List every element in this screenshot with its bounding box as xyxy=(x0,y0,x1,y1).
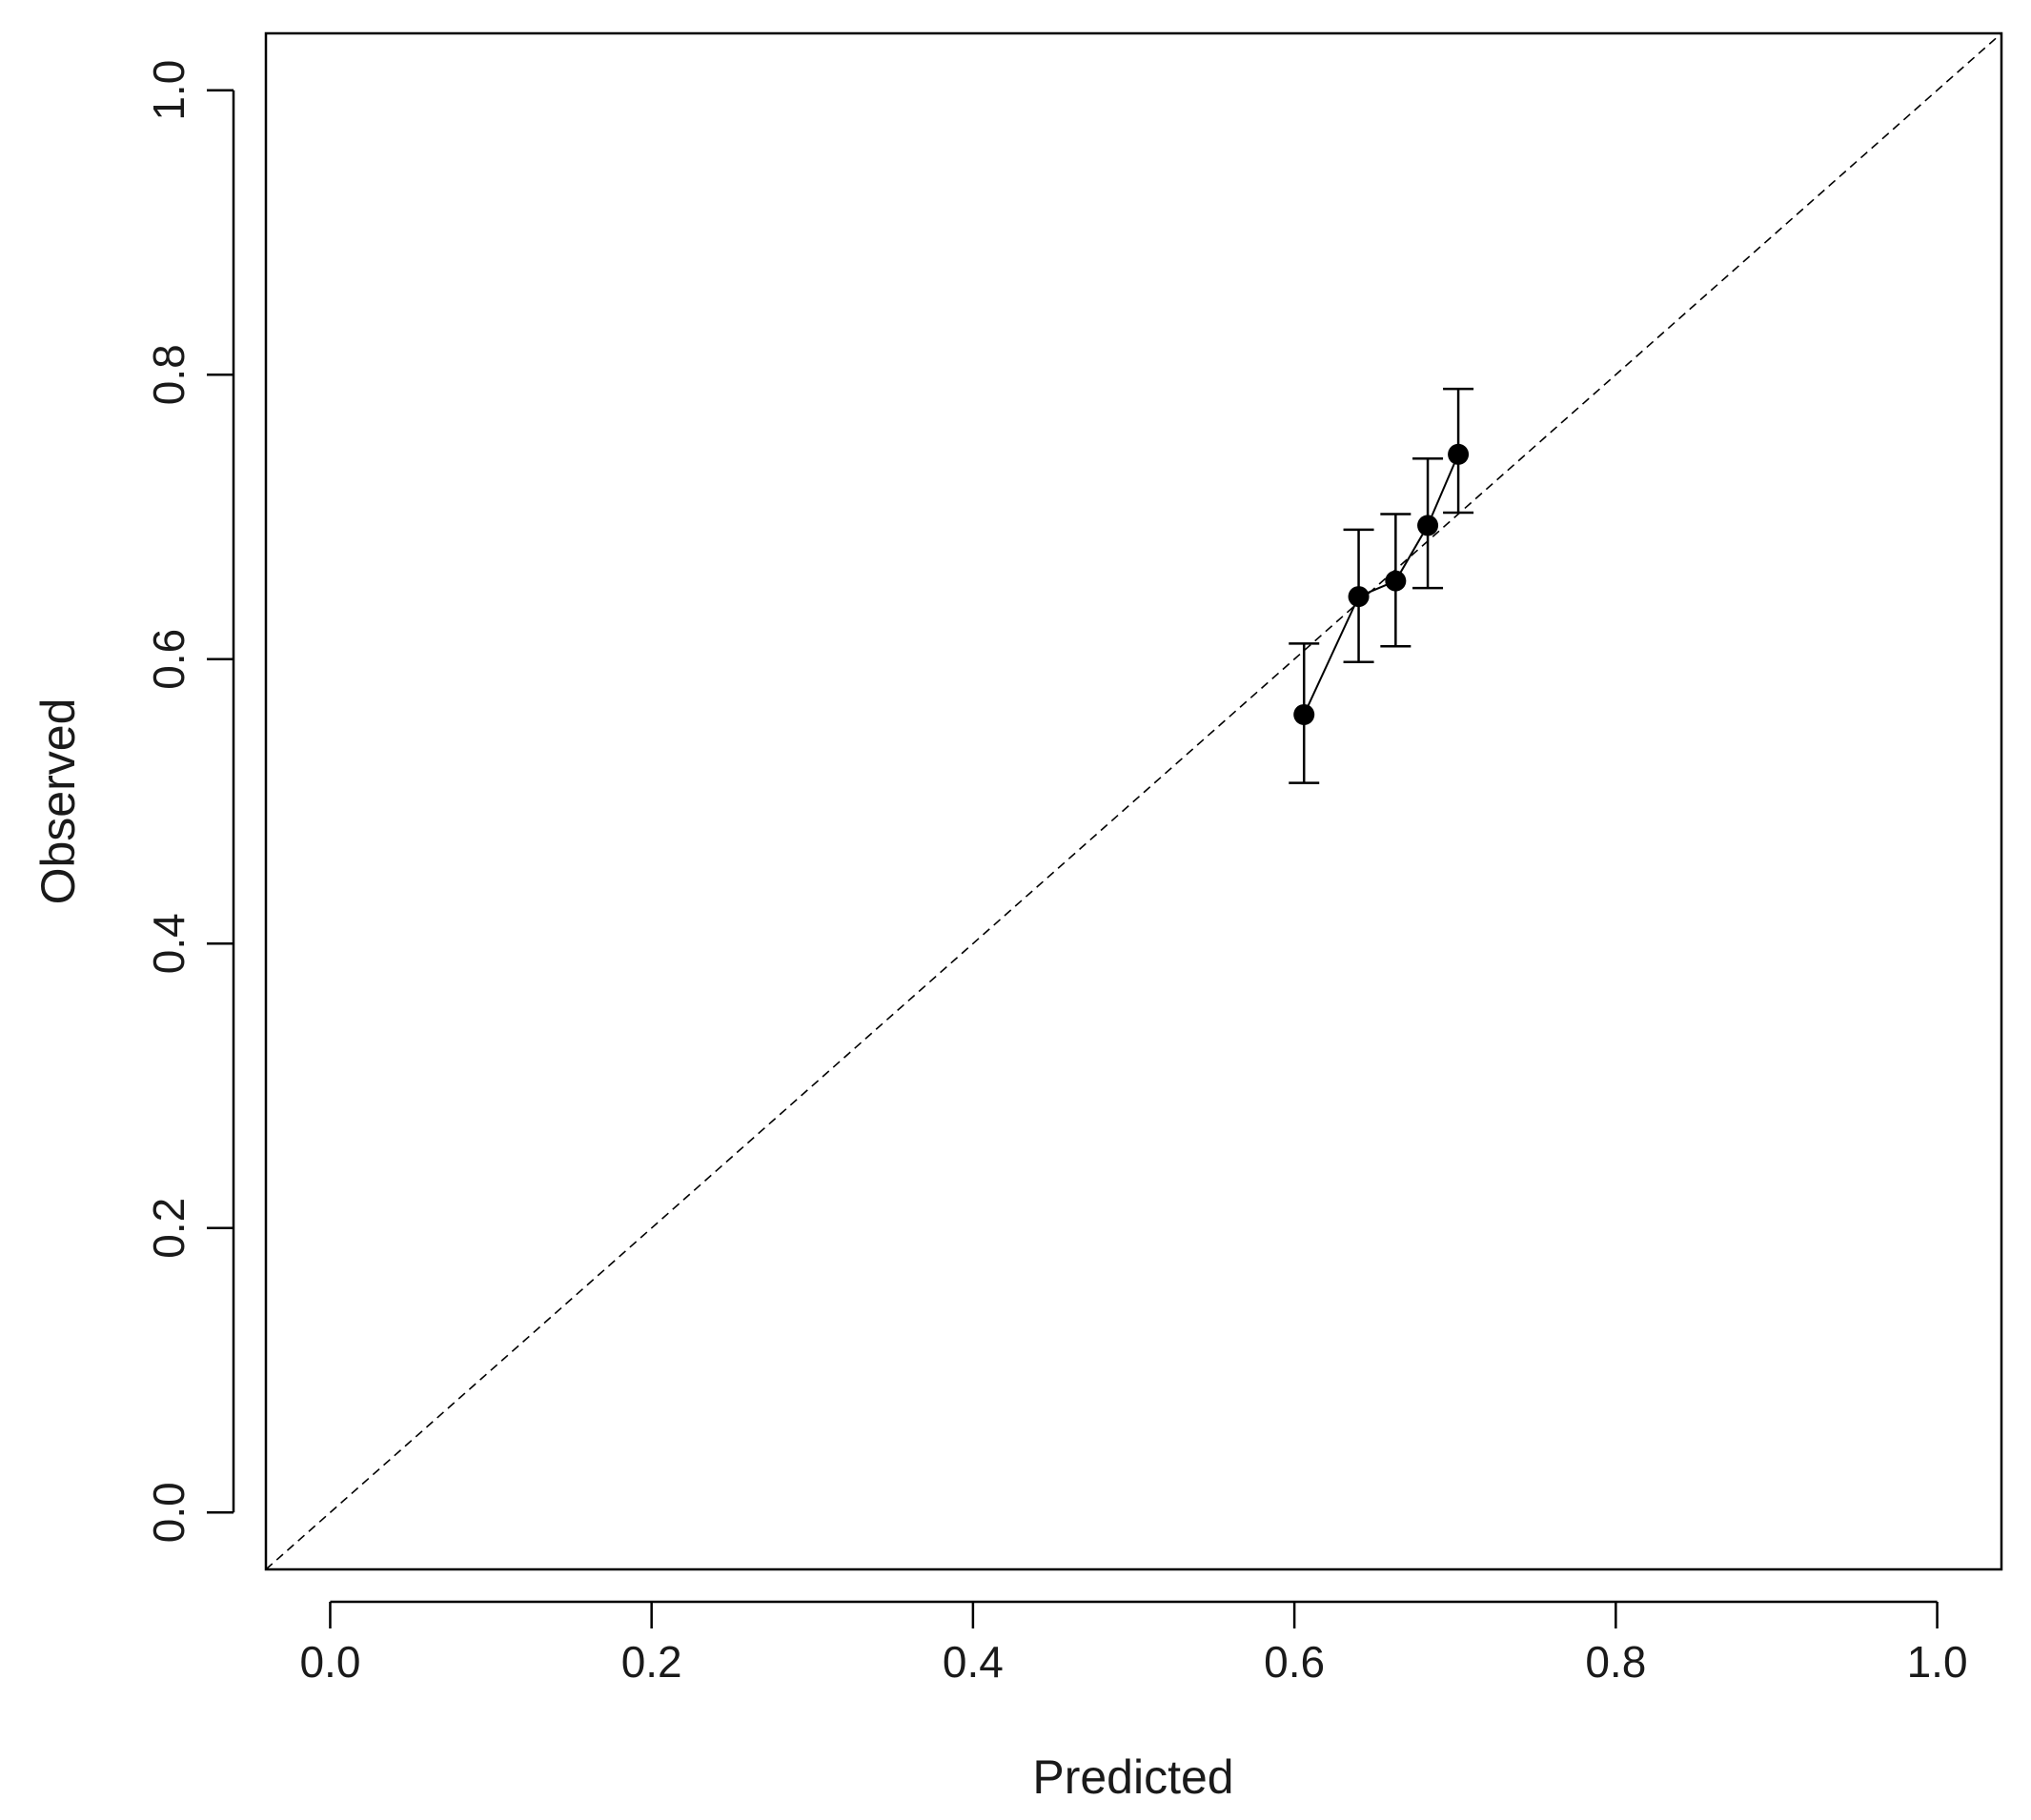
reference-line xyxy=(265,32,2002,1570)
data-point xyxy=(1417,515,1439,536)
y-axis-title: Observed xyxy=(31,698,85,905)
x-tick-label: 0.2 xyxy=(621,1637,682,1687)
y-tick-label: 0.6 xyxy=(144,629,193,690)
y-axis: 0.0 0.2 0.4 0.6 0.8 1.0 xyxy=(144,60,235,1543)
y-tick-label: 0.0 xyxy=(144,1482,193,1543)
data-point xyxy=(1385,570,1407,592)
x-tick-label: 0.4 xyxy=(943,1637,1004,1687)
plot-frame xyxy=(264,31,2003,1571)
data-point xyxy=(1448,443,1470,465)
x-axis: 0.0 0.2 0.4 0.6 0.8 1.0 xyxy=(299,1600,1968,1687)
x-tick-label: 0.6 xyxy=(1264,1637,1325,1687)
x-tick-label: 1.0 xyxy=(1907,1637,1968,1687)
data-point xyxy=(1293,703,1315,725)
x-tick-label: 0.8 xyxy=(1585,1637,1646,1687)
y-tick-label: 0.8 xyxy=(144,344,193,405)
series-connecting-line xyxy=(1303,454,1460,716)
y-tick-label: 0.4 xyxy=(144,913,193,974)
x-tick-label: 0.0 xyxy=(299,1637,360,1687)
x-axis-title: Predicted xyxy=(1032,1750,1233,1804)
reference-line-group xyxy=(265,32,2002,1570)
y-tick-label: 0.2 xyxy=(144,1198,193,1259)
series-group xyxy=(1289,387,1474,784)
y-tick-label: 1.0 xyxy=(144,60,193,121)
data-point xyxy=(1348,586,1370,608)
